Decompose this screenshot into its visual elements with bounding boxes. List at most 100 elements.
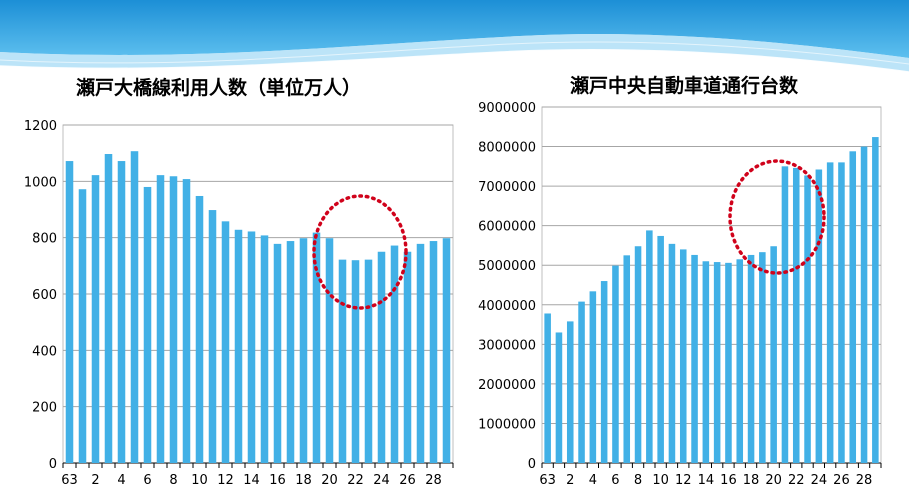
bar-8 — [169, 176, 178, 463]
bar-19 — [312, 232, 321, 463]
y-tick-label: 9000000 — [478, 101, 536, 116]
bar-3 — [578, 301, 585, 463]
bar-4 — [589, 291, 597, 463]
x-tick-label: 16 — [720, 473, 737, 488]
x-tick-label: 14 — [698, 473, 715, 488]
y-tick-label: 400 — [32, 344, 57, 359]
bar-10 — [195, 195, 204, 464]
x-tick-label: 24 — [373, 473, 390, 488]
bar-1 — [555, 332, 563, 463]
bar-2 — [566, 321, 574, 463]
x-tick-label: 8 — [634, 473, 642, 488]
chart-title-seto-chuo-expressway: 瀬戸中央自動車道通行台数 — [566, 70, 803, 99]
y-tick-label: 4000000 — [478, 299, 536, 314]
bar-22 — [351, 260, 360, 463]
x-tick-label: 10 — [191, 473, 208, 488]
y-tick-label: 0 — [528, 457, 536, 472]
bar-10 — [657, 235, 664, 463]
x-tick-label: 12 — [675, 473, 692, 488]
x-tick-label: 63 — [61, 473, 78, 488]
bar-9 — [646, 230, 653, 463]
y-tick-label: 3000000 — [478, 338, 536, 353]
y-tick-label: 5000000 — [478, 259, 536, 274]
bar-23 — [364, 259, 373, 463]
y-tick-label: 800 — [32, 232, 57, 247]
bar-11 — [668, 243, 676, 463]
y-tick-label: 600 — [32, 288, 57, 303]
bar-18 — [299, 238, 308, 463]
bar-6 — [143, 186, 152, 463]
bar-5 — [130, 151, 139, 463]
bar-25 — [826, 162, 834, 463]
bar-24 — [815, 169, 823, 463]
bar-2 — [91, 175, 100, 464]
highlight-ellipse — [728, 159, 826, 275]
bar-27 — [849, 151, 857, 463]
bar-29 — [872, 137, 879, 463]
x-tick-label: 6 — [143, 473, 151, 488]
x-tick-label: 10 — [652, 473, 669, 488]
bar-14 — [702, 261, 710, 463]
x-tick-label: 8 — [169, 473, 177, 488]
bar-9 — [182, 179, 191, 463]
bar-5 — [600, 281, 608, 463]
bar-17 — [286, 241, 295, 463]
bar-7 — [156, 175, 165, 464]
bar-27 — [416, 243, 425, 463]
bar-18 — [747, 254, 755, 463]
bar-3 — [104, 154, 113, 464]
bar-8 — [634, 246, 642, 463]
bar-63 — [65, 161, 74, 463]
bar-22 — [792, 167, 800, 463]
bar-20 — [770, 246, 777, 463]
x-tick-label: 2 — [566, 473, 574, 488]
bar-7 — [623, 255, 631, 463]
y-tick-label: 0 — [49, 457, 57, 472]
x-tick-label: 28 — [425, 473, 442, 488]
bar-19 — [759, 252, 766, 463]
y-tick-label: 1000000 — [478, 417, 536, 432]
bar-24 — [377, 251, 386, 463]
x-tick-label: 14 — [243, 473, 260, 488]
x-tick-label: 24 — [811, 473, 828, 488]
y-tick-label: 8000000 — [478, 141, 536, 156]
bar-17 — [736, 259, 744, 463]
x-tick-label: 6 — [611, 473, 619, 488]
x-tick-label: 22 — [347, 473, 364, 488]
bar-15 — [713, 262, 721, 463]
x-tick-label: 26 — [833, 473, 850, 488]
y-tick-label: 200 — [32, 401, 57, 416]
bar-4 — [117, 161, 126, 463]
bar-1 — [78, 189, 87, 463]
bar-11 — [208, 210, 217, 463]
x-tick-label: 28 — [856, 473, 873, 488]
x-tick-label: 63 — [539, 473, 556, 488]
x-tick-label: 18 — [743, 473, 760, 488]
x-tick-label: 20 — [765, 473, 782, 488]
bar-23 — [804, 175, 811, 464]
bar-14 — [247, 231, 256, 463]
chart-title-seto-ohashi-line: 瀬戸大橋線利用人数（単位万人） — [76, 77, 362, 99]
bar-16 — [725, 262, 732, 463]
x-tick-label: 2 — [91, 473, 99, 488]
bar-63 — [544, 313, 551, 463]
bar-21 — [338, 259, 347, 463]
x-tick-label: 18 — [295, 473, 312, 488]
x-tick-label: 20 — [321, 473, 338, 488]
bar-29 — [442, 238, 451, 463]
y-tick-label: 6000000 — [478, 220, 536, 235]
y-tick-label: 7000000 — [478, 180, 536, 195]
bar-25 — [390, 245, 399, 463]
bar-13 — [234, 229, 243, 463]
bar-28 — [860, 146, 868, 464]
bar-12 — [221, 221, 230, 463]
bar-12 — [679, 249, 687, 463]
bar-26 — [838, 162, 845, 463]
y-tick-label: 1200 — [24, 119, 57, 134]
highlight-ellipse — [312, 194, 408, 310]
bar-21 — [781, 166, 789, 464]
bar-13 — [691, 254, 698, 463]
y-tick-label: 1000 — [24, 175, 57, 190]
